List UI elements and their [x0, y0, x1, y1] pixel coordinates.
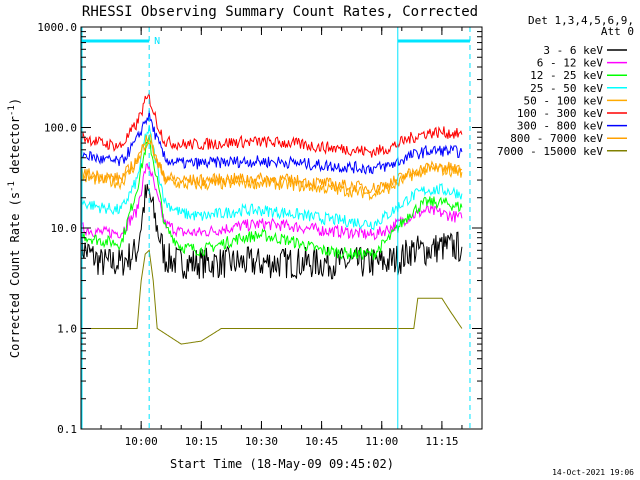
x-axis-label: Start Time (18-May-09 09:45:02) [170, 457, 394, 471]
x-tick-label: 11:00 [365, 435, 398, 448]
legend-label: 25 - 50 keV [530, 82, 603, 95]
chart-title: RHESSI Observing Summary Count Rates, Co… [82, 4, 478, 20]
series-line [80, 139, 463, 195]
y-axis-label-part: -1 [7, 105, 17, 116]
legend-header-line: Det 1,3,4,5,6,9, [528, 14, 634, 27]
x-tick-label: 10:00 [125, 435, 158, 448]
y-tick-label: 10.0 [51, 222, 78, 235]
legend-label: 12 - 25 keV [530, 69, 603, 82]
y-tick-label: 1.0 [57, 323, 77, 336]
x-tick-label: 10:30 [245, 435, 278, 448]
y-tick-label: 1000.0 [37, 21, 77, 34]
y-axis: 0.1 1.0 10.0 100.0 1000.0 [37, 21, 482, 436]
series-line [80, 133, 463, 201]
legend-header-line: Att 0 [601, 25, 634, 38]
y-axis-label-part: -1 [7, 181, 17, 192]
y-axis-label: Corrected Count Rate (s-1 detector-1) [7, 98, 22, 358]
y-axis-label-part: Corrected Count Rate (s [8, 192, 22, 358]
x-tick-label: 10:45 [305, 435, 338, 448]
x-tick-label: 11:15 [425, 435, 458, 448]
legend-label: 50 - 100 keV [524, 94, 604, 107]
legend-label: 800 - 7000 keV [510, 132, 603, 145]
legend-label: 300 - 800 keV [517, 120, 603, 133]
series-line [81, 249, 463, 345]
series-line [80, 91, 463, 158]
legend-label: 3 - 6 keV [543, 44, 603, 57]
series-line [80, 124, 463, 231]
legend-header: Det 1,3,4,5,6,9,Att 0 [528, 14, 634, 38]
x-axis: 10:00 10:15 10:30 10:45 11:00 11:15 [80, 27, 483, 448]
series-line [80, 163, 463, 241]
y-axis-label-part: ) [8, 98, 22, 105]
y-tick-label: 0.1 [57, 423, 77, 436]
y-axis-label-part: detector [8, 116, 22, 181]
marker-label: N [154, 36, 160, 47]
legend-label: 100 - 300 keV [517, 107, 603, 120]
legend-label: 7000 - 15000 keV [497, 145, 603, 158]
y-tick-label: 100.0 [44, 122, 77, 135]
footer-timestamp: 14-Oct-2021 19:06 [552, 468, 634, 477]
series-group [80, 91, 463, 345]
x-tick-label: 10:15 [185, 435, 218, 448]
series-line [80, 134, 463, 261]
series-line [80, 110, 463, 175]
series-line [80, 183, 463, 280]
legend-label: 6 - 12 keV [537, 57, 604, 70]
